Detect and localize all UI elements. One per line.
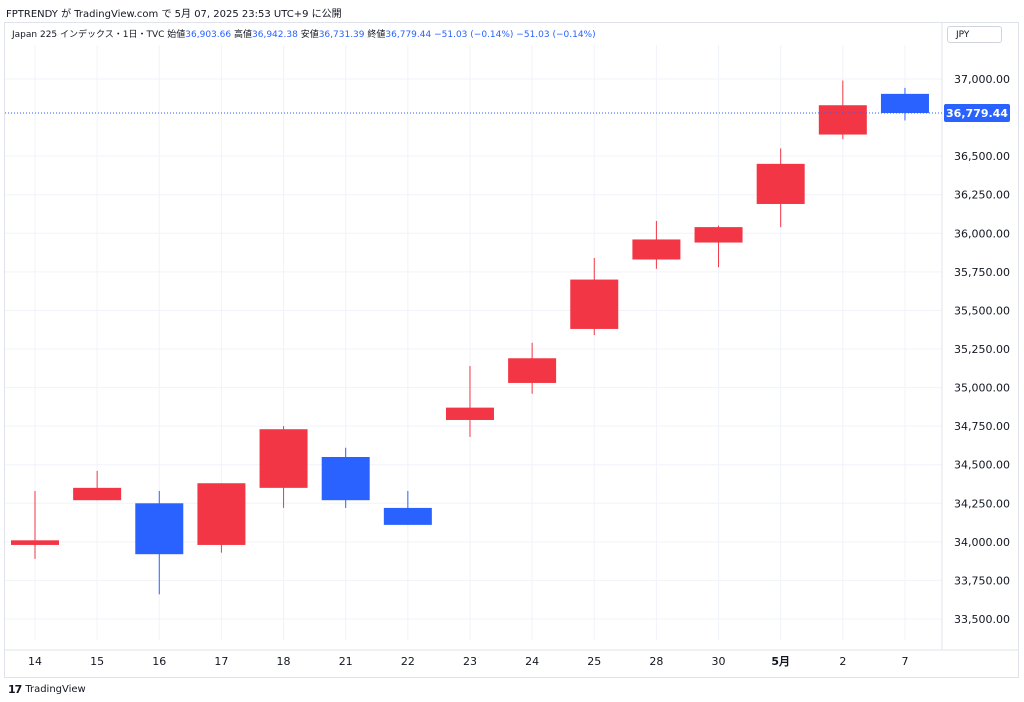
date-tick-label: 17 xyxy=(214,655,228,668)
price-tick-label: 33,500.00 xyxy=(954,613,1010,626)
candle-body xyxy=(11,540,59,545)
price-tick-label: 34,250.00 xyxy=(954,497,1010,510)
date-tick-label: 23 xyxy=(463,655,477,668)
open-label: 始値 xyxy=(167,30,186,40)
candle-body xyxy=(197,483,246,545)
last-price-marker: 36,779.44 xyxy=(5,104,1010,123)
change-value: −51.03 (−0.14%) xyxy=(434,30,514,40)
close-label: 終値 xyxy=(367,30,386,40)
low-label: 安値 xyxy=(300,30,319,40)
footer-brand[interactable]: 17 TradingView xyxy=(8,683,86,696)
tradingview-logo-icon: 17 xyxy=(8,683,22,696)
candle-body xyxy=(756,163,805,204)
price-tick-label: 35,000.00 xyxy=(954,382,1010,395)
candle-body xyxy=(632,239,681,260)
time-axis: 14 15 16 17 18 21 22 23 24 25 28 30 5月 2 7 xyxy=(28,655,908,668)
candle-body xyxy=(445,407,494,420)
symbol-legend: Japan 225 インデックス・1日・TVC 始値36,903.66 高値36… xyxy=(12,27,596,40)
price-tick-label: 35,500.00 xyxy=(954,304,1010,317)
candles xyxy=(11,80,929,595)
candle-body xyxy=(135,503,184,555)
price-tick-label: 36,000.00 xyxy=(954,227,1010,240)
price-tick-label: 33,750.00 xyxy=(954,574,1010,587)
brand-name: TradingView xyxy=(25,684,86,695)
date-tick-label: 28 xyxy=(649,655,663,668)
candle-body xyxy=(818,105,867,135)
change-value-2: −51.03 (−0.14%) xyxy=(516,30,596,40)
date-tick-label: 18 xyxy=(277,655,291,668)
open-value: 36,903.66 xyxy=(185,30,232,40)
date-tick-label: 15 xyxy=(90,655,104,668)
price-tick-label: 35,750.00 xyxy=(954,266,1010,279)
date-tick-label: 16 xyxy=(152,655,166,668)
date-tick-label: 14 xyxy=(28,655,42,668)
low-value: 36,731.39 xyxy=(318,30,365,40)
date-tick-label: 7 xyxy=(901,655,908,668)
last-price-label: 36,779.44 xyxy=(946,107,1008,120)
candle-body xyxy=(880,93,929,114)
currency-selector[interactable]: JPY xyxy=(947,26,1002,43)
candle-body xyxy=(259,429,308,488)
high-value: 36,942.38 xyxy=(252,30,298,40)
date-tick-label: 24 xyxy=(525,655,539,668)
date-tick-label: 25 xyxy=(587,655,601,668)
price-tick-label: 34,750.00 xyxy=(954,420,1010,433)
price-tick-label: 35,250.00 xyxy=(954,343,1010,356)
date-tick-label: 30 xyxy=(712,655,726,668)
price-axis: 33,500.00 33,750.00 34,000.00 34,250.00 34,5… xyxy=(954,73,1010,626)
candle-body xyxy=(508,358,557,383)
price-tick-label: 34,500.00 xyxy=(954,459,1010,472)
candle-body xyxy=(383,507,432,525)
close-value: 36,779.44 xyxy=(385,30,432,40)
price-tick-label: 37,000.00 xyxy=(954,73,1010,86)
date-tick-label: 21 xyxy=(339,655,353,668)
chart-frame xyxy=(4,22,1019,678)
date-tick-label: 2 xyxy=(839,655,846,668)
price-tick-label: 36,250.00 xyxy=(954,189,1010,202)
candle-body xyxy=(570,279,619,329)
symbol-name[interactable]: Japan 225 インデックス・1日・TVC xyxy=(12,30,165,40)
publish-info: FPTRENDY が TradingView.com で 5月 07, 2025… xyxy=(6,9,342,20)
high-label: 高値 xyxy=(233,30,252,40)
price-tick-label: 34,000.00 xyxy=(954,536,1010,549)
candle-body xyxy=(73,487,122,501)
candle-body xyxy=(321,457,370,501)
last-price-badge xyxy=(944,104,1010,123)
date-tick-label: 22 xyxy=(401,655,415,668)
candle-body xyxy=(694,227,743,243)
date-tick-label: 5月 xyxy=(771,655,790,668)
price-tick-label: 36,500.00 xyxy=(954,150,1010,163)
